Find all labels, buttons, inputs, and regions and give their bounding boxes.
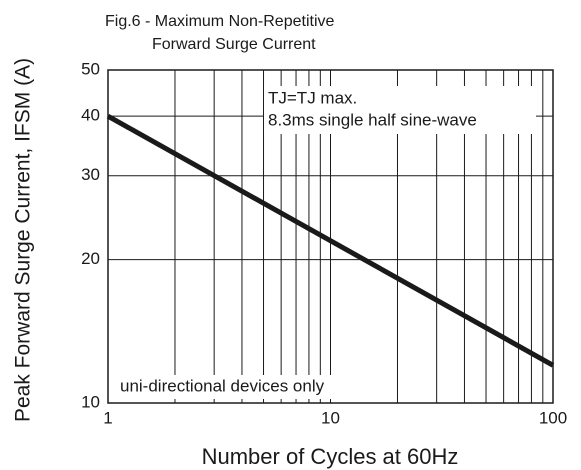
chart-title: Fig.6 - Maximum Non-Repetitive [105,13,335,30]
annotation-bg [116,375,392,399]
y-tick-label: 40 [81,106,100,125]
line [106,113,555,368]
annotation: TJ=TJ max. [268,88,357,107]
plot-frame [107,69,554,404]
x-axis-label: Number of Cycles at 60Hz [202,444,459,469]
x-tick-label: 1 [103,408,112,427]
y-tick-label: 50 [81,59,100,78]
annotation-bg [264,86,536,134]
y-tick-label: 10 [81,392,100,411]
chart-title: Forward Surge Current [152,36,316,53]
annotation: uni-directional devices only [120,376,325,395]
y-axis-label: Peak Forward Surge Current, IFSM (A) [12,58,35,422]
y-tick-label: 30 [81,165,100,184]
x-tick-label: 100 [539,408,567,427]
y-tick-label: 20 [81,249,100,268]
x-tick-label: 10 [321,408,340,427]
annotation: 8.3ms single half sine-wave [268,110,477,129]
